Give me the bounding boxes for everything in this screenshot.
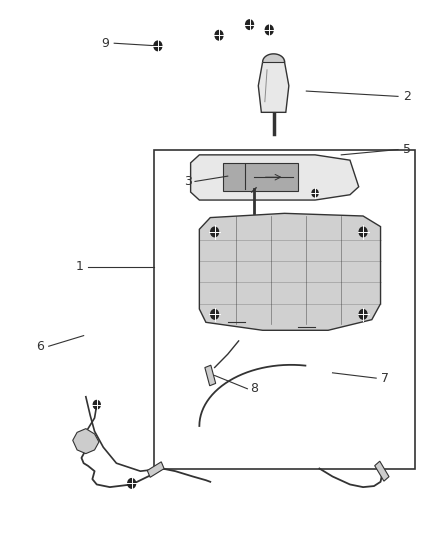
Text: 8: 8	[250, 382, 258, 395]
Text: 2: 2	[403, 90, 411, 103]
Polygon shape	[147, 462, 164, 478]
Circle shape	[154, 41, 162, 51]
Polygon shape	[191, 155, 359, 200]
Circle shape	[211, 227, 219, 237]
Bar	[153, 150, 416, 469]
Circle shape	[359, 310, 367, 319]
Circle shape	[128, 479, 136, 488]
Text: 6: 6	[36, 340, 44, 353]
Text: 1: 1	[75, 260, 83, 273]
Polygon shape	[199, 213, 381, 330]
Polygon shape	[258, 62, 289, 112]
Polygon shape	[205, 365, 215, 386]
Polygon shape	[223, 163, 297, 191]
Circle shape	[211, 310, 219, 319]
Circle shape	[265, 25, 273, 35]
Text: 5: 5	[403, 143, 411, 156]
Text: 7: 7	[381, 372, 389, 385]
Polygon shape	[73, 429, 99, 454]
Circle shape	[312, 189, 318, 197]
Text: 9: 9	[102, 37, 110, 50]
Circle shape	[93, 400, 100, 409]
Polygon shape	[374, 461, 389, 481]
Circle shape	[359, 227, 367, 237]
Circle shape	[246, 20, 254, 29]
Text: 3: 3	[184, 175, 192, 188]
Circle shape	[215, 30, 223, 40]
